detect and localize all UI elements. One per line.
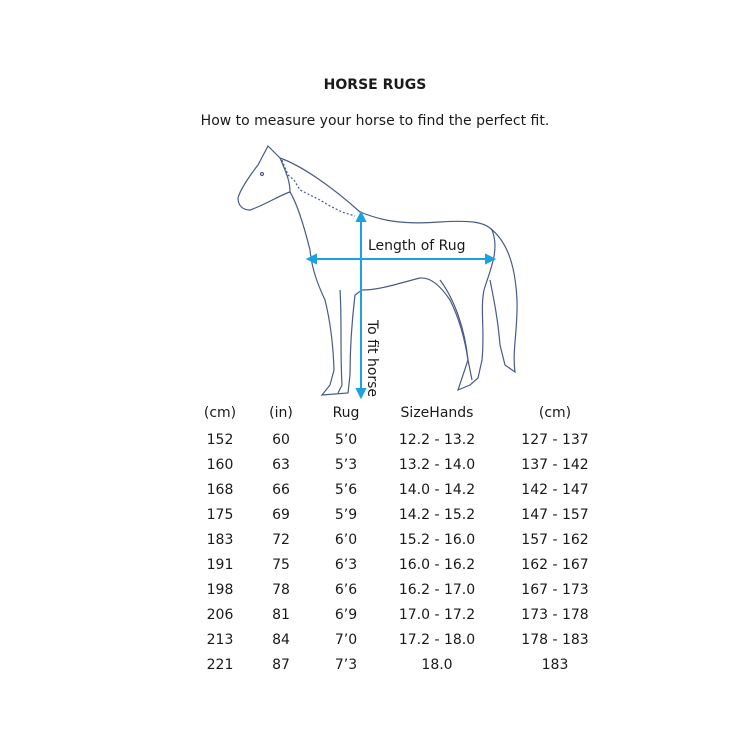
measurement-lines — [305, 210, 497, 400]
horse-outline — [237, 144, 518, 396]
length-label: Length of Rug — [368, 238, 466, 254]
table-cell: 213 — [206, 632, 234, 648]
column-header: SizeHands — [400, 405, 474, 421]
column-header: (cm) — [203, 405, 237, 421]
table-cell: 152 — [206, 432, 234, 448]
table-cell: 14.0 - 14.2 — [398, 482, 476, 498]
table-cell: 175 — [206, 507, 234, 523]
table-cell: 6’3 — [334, 557, 358, 573]
table-cell: 142 - 147 — [521, 482, 589, 498]
arrow-right-icon — [485, 253, 497, 265]
table-cell: 191 — [206, 557, 234, 573]
table-cell: 157 - 162 — [521, 532, 589, 548]
column-header: (cm) — [538, 405, 572, 421]
column-header: (in) — [269, 405, 293, 421]
table-cell: 14.2 - 15.2 — [398, 507, 476, 523]
table-cell: 206 — [206, 607, 234, 623]
table-cell: 183 — [206, 532, 234, 548]
arrow-left-icon — [305, 253, 317, 265]
table-cell: 75 — [272, 557, 290, 573]
table-cell: 7’3 — [334, 657, 358, 673]
table-cell: 72 — [272, 532, 290, 548]
table-cell: 221 — [206, 657, 234, 673]
table-cell: 15.2 - 16.0 — [398, 532, 476, 548]
table-cell: 81 — [272, 607, 290, 623]
table-cell: 17.2 - 18.0 — [398, 632, 476, 648]
table-cell: 167 - 173 — [521, 582, 589, 598]
table-cell: 69 — [272, 507, 290, 523]
table-cell: 87 — [272, 657, 290, 673]
table-cell: 6’0 — [334, 532, 358, 548]
table-cell: 12.2 - 13.2 — [398, 432, 476, 448]
table-cell: 18.0 — [421, 657, 453, 673]
table-cell: 16.0 - 16.2 — [398, 557, 476, 573]
table-cell: 84 — [272, 632, 290, 648]
table-cell: 66 — [272, 482, 290, 498]
table-cell: 147 - 157 — [521, 507, 589, 523]
column-header: Rug — [332, 405, 360, 421]
page-subtitle: How to measure your horse to find the pe… — [200, 113, 550, 129]
height-label: To fit horse — [364, 319, 380, 397]
table-cell: 5’0 — [334, 432, 358, 448]
table-cell: 5’6 — [334, 482, 358, 498]
arrow-up-icon — [355, 210, 367, 222]
table-cell: 17.0 - 17.2 — [398, 607, 476, 623]
table-cell: 162 - 167 — [521, 557, 589, 573]
table-cell: 198 — [206, 582, 234, 598]
table-cell: 63 — [272, 457, 290, 473]
table-cell: 168 — [206, 482, 234, 498]
arrow-down-icon — [355, 388, 367, 400]
page-title: HORSE RUGS — [323, 77, 427, 93]
table-cell: 173 - 178 — [521, 607, 589, 623]
table-cell: 7’0 — [334, 632, 358, 648]
table-cell: 78 — [272, 582, 290, 598]
table-cell: 127 - 137 — [521, 432, 589, 448]
table-cell: 137 - 142 — [521, 457, 589, 473]
table-cell: 6’6 — [334, 582, 358, 598]
table-cell: 16.2 - 17.0 — [398, 582, 476, 598]
table-cell: 13.2 - 14.0 — [398, 457, 476, 473]
table-cell: 60 — [272, 432, 290, 448]
table-cell: 5’9 — [334, 507, 358, 523]
table-cell: 6’9 — [334, 607, 358, 623]
table-cell: 5’3 — [334, 457, 358, 473]
table-cell: 160 — [206, 457, 234, 473]
table-cell: 183 — [541, 657, 569, 673]
table-cell: 178 - 183 — [521, 632, 589, 648]
